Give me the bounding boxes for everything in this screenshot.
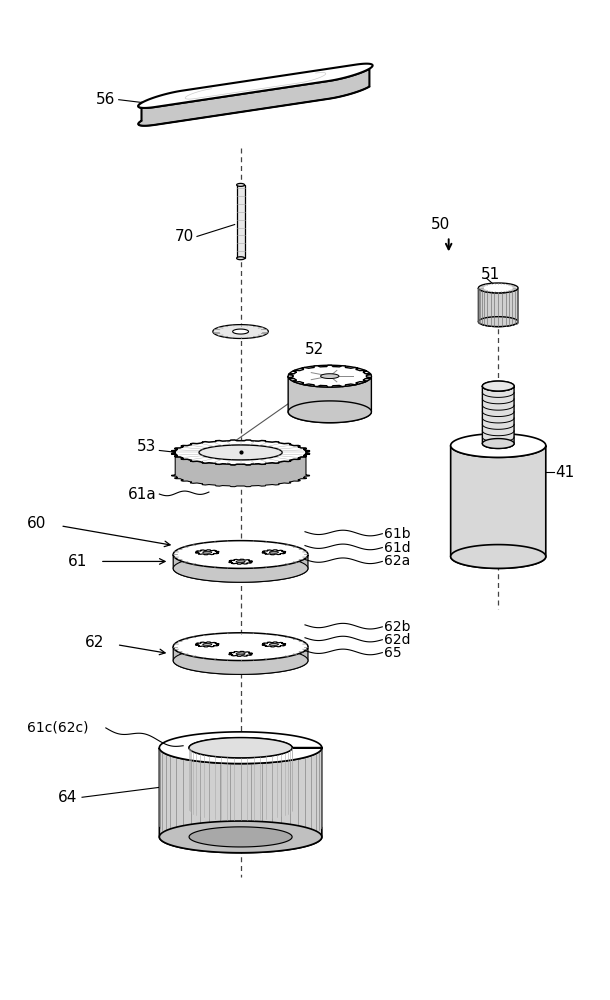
Polygon shape [483,439,514,448]
Polygon shape [237,257,245,260]
Polygon shape [195,550,219,555]
Polygon shape [173,647,308,674]
Polygon shape [237,185,245,258]
Polygon shape [159,821,322,853]
Polygon shape [451,434,546,457]
Polygon shape [321,374,339,379]
Polygon shape [478,317,518,327]
Polygon shape [173,647,308,674]
Polygon shape [270,643,278,645]
Text: 41: 41 [556,465,575,480]
Text: 62a: 62a [384,554,411,568]
Polygon shape [173,554,308,582]
Polygon shape [199,445,282,460]
Polygon shape [159,732,322,764]
Polygon shape [483,381,514,391]
Polygon shape [173,633,308,661]
Polygon shape [236,561,245,563]
Polygon shape [237,183,245,186]
Polygon shape [138,69,370,126]
Polygon shape [189,827,292,847]
Polygon shape [451,545,546,568]
Polygon shape [236,653,245,655]
Text: 65: 65 [384,646,402,660]
Polygon shape [478,288,518,327]
Polygon shape [213,325,268,338]
Polygon shape [289,365,371,387]
Text: 62b: 62b [384,620,411,634]
Text: 52: 52 [305,342,325,357]
Polygon shape [173,554,308,582]
Polygon shape [483,386,514,448]
Polygon shape [203,551,212,553]
Polygon shape [159,748,322,853]
Text: 51: 51 [481,267,500,282]
Text: 62d: 62d [384,633,411,647]
Polygon shape [229,559,253,564]
Polygon shape [451,446,546,568]
Text: 56: 56 [96,92,116,107]
Text: 61: 61 [68,554,87,569]
Text: 70: 70 [175,229,194,244]
Text: 64: 64 [58,790,77,805]
Polygon shape [171,452,310,487]
Text: 61c(62c): 61c(62c) [27,721,88,735]
Polygon shape [189,738,292,758]
Polygon shape [195,642,219,647]
Polygon shape [171,440,310,465]
Text: 50: 50 [431,217,450,232]
Polygon shape [270,551,278,553]
Polygon shape [288,365,371,387]
Polygon shape [262,642,285,647]
Polygon shape [478,283,518,293]
Polygon shape [232,329,248,334]
Text: 60: 60 [27,516,46,531]
Polygon shape [483,381,514,391]
Text: 61b: 61b [384,527,411,541]
Polygon shape [203,643,212,645]
Text: 61d: 61d [384,541,411,555]
Polygon shape [288,401,371,423]
Polygon shape [288,376,371,423]
Polygon shape [138,64,373,108]
Text: 62: 62 [84,635,104,650]
Polygon shape [262,550,285,555]
Polygon shape [173,541,308,568]
Text: 53: 53 [137,439,156,454]
Text: 61a: 61a [127,487,156,502]
Polygon shape [229,651,253,656]
